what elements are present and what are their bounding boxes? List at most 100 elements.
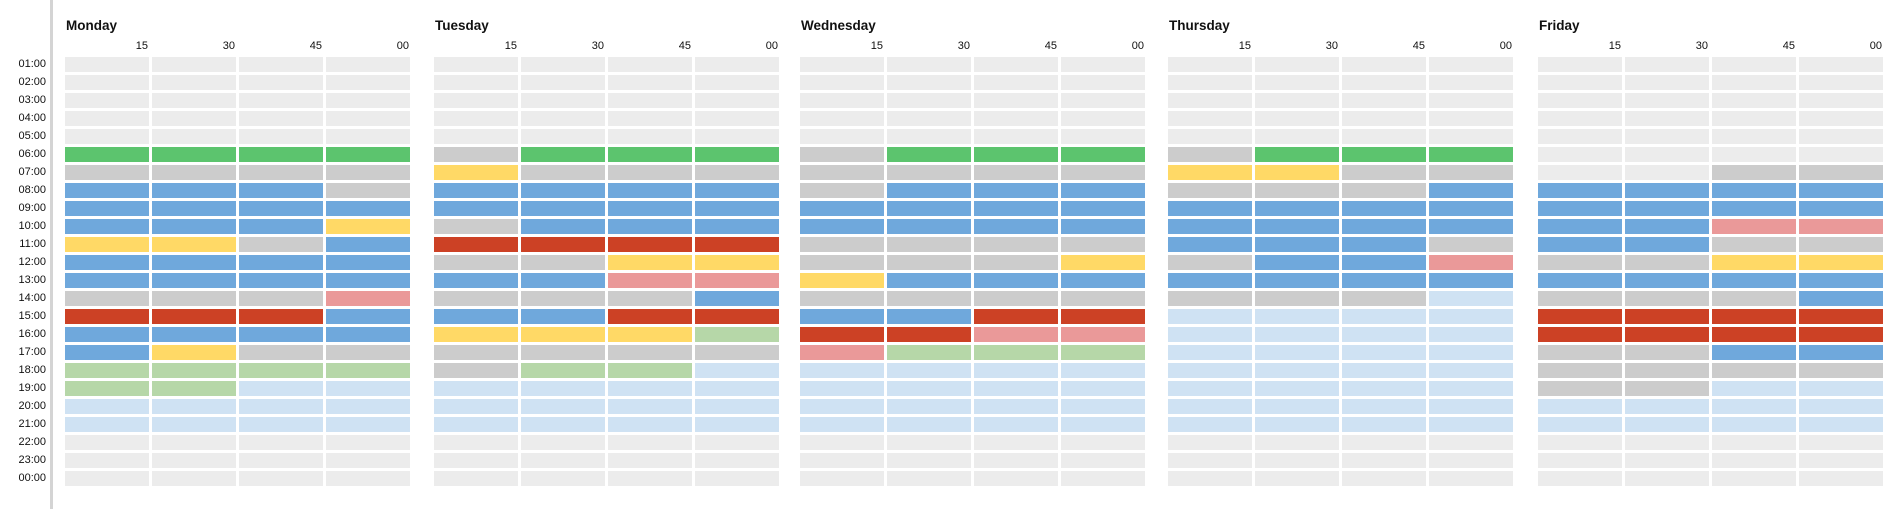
- time-slot-cell[interactable]: [800, 273, 884, 288]
- time-slot-cell[interactable]: [65, 147, 149, 162]
- time-slot-cell[interactable]: [1255, 93, 1339, 108]
- time-slot-cell[interactable]: [1342, 183, 1426, 198]
- time-slot-cell[interactable]: [1061, 471, 1145, 486]
- time-slot-cell[interactable]: [65, 237, 149, 252]
- time-slot-cell[interactable]: [434, 327, 518, 342]
- time-slot-cell[interactable]: [1712, 111, 1796, 126]
- time-slot-cell[interactable]: [434, 129, 518, 144]
- time-slot-cell[interactable]: [65, 381, 149, 396]
- time-slot-cell[interactable]: [1625, 381, 1709, 396]
- time-slot-cell[interactable]: [521, 363, 605, 378]
- time-slot-cell[interactable]: [974, 309, 1058, 324]
- time-slot-cell[interactable]: [974, 57, 1058, 72]
- time-slot-cell[interactable]: [1061, 75, 1145, 90]
- time-slot-cell[interactable]: [152, 327, 236, 342]
- time-slot-cell[interactable]: [326, 471, 410, 486]
- time-slot-cell[interactable]: [800, 93, 884, 108]
- time-slot-cell[interactable]: [887, 201, 971, 216]
- time-slot-cell[interactable]: [152, 309, 236, 324]
- time-slot-cell[interactable]: [695, 111, 779, 126]
- time-slot-cell[interactable]: [326, 111, 410, 126]
- time-slot-cell[interactable]: [1168, 417, 1252, 432]
- time-slot-cell[interactable]: [65, 93, 149, 108]
- time-slot-cell[interactable]: [1799, 129, 1883, 144]
- time-slot-cell[interactable]: [1168, 165, 1252, 180]
- time-slot-cell[interactable]: [1255, 345, 1339, 360]
- time-slot-cell[interactable]: [521, 291, 605, 306]
- time-slot-cell[interactable]: [974, 273, 1058, 288]
- time-slot-cell[interactable]: [65, 399, 149, 414]
- time-slot-cell[interactable]: [434, 471, 518, 486]
- time-slot-cell[interactable]: [1255, 201, 1339, 216]
- time-slot-cell[interactable]: [1255, 417, 1339, 432]
- time-slot-cell[interactable]: [1255, 147, 1339, 162]
- time-slot-cell[interactable]: [326, 363, 410, 378]
- time-slot-cell[interactable]: [521, 75, 605, 90]
- time-slot-cell[interactable]: [434, 309, 518, 324]
- time-slot-cell[interactable]: [1342, 399, 1426, 414]
- time-slot-cell[interactable]: [1429, 75, 1513, 90]
- time-slot-cell[interactable]: [1255, 381, 1339, 396]
- time-slot-cell[interactable]: [695, 309, 779, 324]
- time-slot-cell[interactable]: [800, 345, 884, 360]
- time-slot-cell[interactable]: [434, 255, 518, 270]
- time-slot-cell[interactable]: [608, 129, 692, 144]
- time-slot-cell[interactable]: [1061, 201, 1145, 216]
- time-slot-cell[interactable]: [1342, 363, 1426, 378]
- time-slot-cell[interactable]: [1799, 75, 1883, 90]
- time-slot-cell[interactable]: [887, 219, 971, 234]
- time-slot-cell[interactable]: [974, 93, 1058, 108]
- time-slot-cell[interactable]: [887, 57, 971, 72]
- time-slot-cell[interactable]: [239, 93, 323, 108]
- time-slot-cell[interactable]: [1538, 471, 1622, 486]
- time-slot-cell[interactable]: [65, 453, 149, 468]
- time-slot-cell[interactable]: [1712, 129, 1796, 144]
- time-slot-cell[interactable]: [1429, 183, 1513, 198]
- time-slot-cell[interactable]: [800, 471, 884, 486]
- time-slot-cell[interactable]: [695, 327, 779, 342]
- time-slot-cell[interactable]: [1061, 219, 1145, 234]
- time-slot-cell[interactable]: [521, 57, 605, 72]
- time-slot-cell[interactable]: [326, 327, 410, 342]
- time-slot-cell[interactable]: [695, 201, 779, 216]
- time-slot-cell[interactable]: [1799, 309, 1883, 324]
- time-slot-cell[interactable]: [65, 219, 149, 234]
- time-slot-cell[interactable]: [152, 183, 236, 198]
- time-slot-cell[interactable]: [1538, 435, 1622, 450]
- time-slot-cell[interactable]: [974, 183, 1058, 198]
- time-slot-cell[interactable]: [1799, 327, 1883, 342]
- time-slot-cell[interactable]: [1538, 399, 1622, 414]
- time-slot-cell[interactable]: [887, 75, 971, 90]
- time-slot-cell[interactable]: [695, 183, 779, 198]
- time-slot-cell[interactable]: [1712, 201, 1796, 216]
- time-slot-cell[interactable]: [974, 237, 1058, 252]
- time-slot-cell[interactable]: [1712, 165, 1796, 180]
- time-slot-cell[interactable]: [695, 57, 779, 72]
- time-slot-cell[interactable]: [152, 453, 236, 468]
- time-slot-cell[interactable]: [1625, 435, 1709, 450]
- time-slot-cell[interactable]: [1625, 453, 1709, 468]
- time-slot-cell[interactable]: [434, 147, 518, 162]
- time-slot-cell[interactable]: [800, 255, 884, 270]
- time-slot-cell[interactable]: [434, 75, 518, 90]
- time-slot-cell[interactable]: [608, 363, 692, 378]
- time-slot-cell[interactable]: [974, 327, 1058, 342]
- time-slot-cell[interactable]: [1712, 453, 1796, 468]
- time-slot-cell[interactable]: [521, 201, 605, 216]
- time-slot-cell[interactable]: [695, 381, 779, 396]
- time-slot-cell[interactable]: [887, 399, 971, 414]
- time-slot-cell[interactable]: [974, 381, 1058, 396]
- time-slot-cell[interactable]: [1061, 273, 1145, 288]
- time-slot-cell[interactable]: [1168, 75, 1252, 90]
- time-slot-cell[interactable]: [1168, 273, 1252, 288]
- time-slot-cell[interactable]: [1538, 183, 1622, 198]
- time-slot-cell[interactable]: [1712, 237, 1796, 252]
- time-slot-cell[interactable]: [1342, 309, 1426, 324]
- time-slot-cell[interactable]: [1255, 75, 1339, 90]
- time-slot-cell[interactable]: [887, 273, 971, 288]
- time-slot-cell[interactable]: [521, 345, 605, 360]
- time-slot-cell[interactable]: [1342, 219, 1426, 234]
- time-slot-cell[interactable]: [608, 111, 692, 126]
- time-slot-cell[interactable]: [1342, 453, 1426, 468]
- time-slot-cell[interactable]: [326, 417, 410, 432]
